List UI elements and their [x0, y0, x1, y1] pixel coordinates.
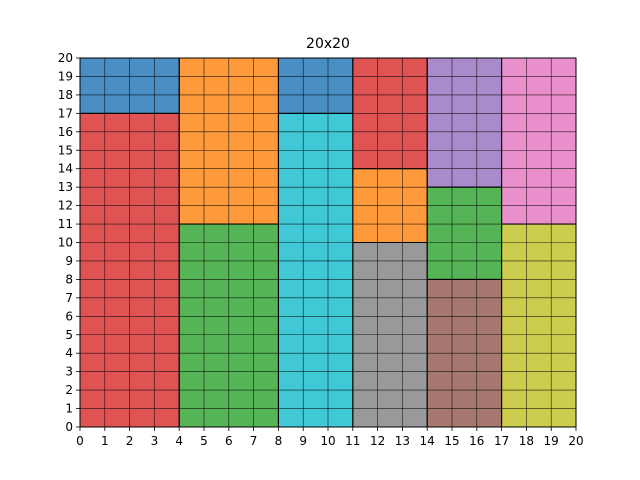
x-tick-label-9: 9 [299, 434, 307, 448]
x-tick-label-6: 6 [225, 434, 233, 448]
y-tick-label-6: 6 [65, 309, 73, 323]
x-tick-label-7: 7 [250, 434, 258, 448]
x-tick-label-10: 10 [320, 434, 335, 448]
chart-title: 20x20 [306, 36, 350, 52]
rectangle-13 [501, 224, 576, 427]
y-tick-label-18: 18 [58, 88, 73, 102]
y-tick-label-0: 0 [65, 420, 73, 434]
x-tick-label-20: 20 [568, 434, 583, 448]
y-tick-label-14: 14 [58, 162, 73, 176]
y-tick-label-4: 4 [65, 346, 73, 360]
rectangle-12 [501, 58, 576, 225]
y-tick-label-1: 1 [65, 402, 73, 416]
rectangle-10 [427, 187, 502, 280]
rectangle-9 [427, 58, 502, 188]
y-tick-label-12: 12 [58, 199, 73, 213]
x-tick-label-15: 15 [444, 434, 459, 448]
y-tick-label-5: 5 [65, 328, 73, 342]
x-tick-label-4: 4 [175, 434, 183, 448]
x-tick-label-16: 16 [469, 434, 484, 448]
y-tick-label-15: 15 [58, 143, 73, 157]
y-tick-label-16: 16 [58, 125, 73, 139]
x-tick-label-19: 19 [544, 434, 559, 448]
x-axis: 0 1 2 3 4 5 6 7 8 9 10 11 12 13 14 15 16 17 18 19 20 [76, 427, 584, 448]
x-tick-label-17: 17 [494, 434, 509, 448]
x-tick-label-2: 2 [126, 434, 134, 448]
x-tick-label-12: 12 [370, 434, 385, 448]
y-tick-label-11: 11 [58, 217, 73, 231]
rectangle-4 [278, 58, 353, 114]
x-tick-label-11: 11 [345, 434, 360, 448]
y-tick-label-9: 9 [65, 254, 73, 268]
rectangle-5 [278, 113, 353, 427]
x-tick-label-5: 5 [200, 434, 208, 448]
x-tick-label-3: 3 [151, 434, 159, 448]
x-tick-label-14: 14 [420, 434, 435, 448]
x-tick-label-1: 1 [101, 434, 109, 448]
y-tick-label-8: 8 [65, 272, 73, 286]
y-tick-label-19: 19 [58, 69, 73, 83]
x-tick-label-0: 0 [76, 434, 84, 448]
y-tick-label-7: 7 [65, 291, 73, 305]
y-tick-label-2: 2 [65, 383, 73, 397]
y-tick-label-3: 3 [65, 365, 73, 379]
x-tick-label-18: 18 [519, 434, 534, 448]
y-tick-label-17: 17 [58, 106, 73, 120]
y-tick-label-13: 13 [58, 180, 73, 194]
x-tick-label-8: 8 [275, 434, 283, 448]
y-tick-label-10: 10 [58, 236, 73, 250]
y-tick-label-20: 20 [58, 51, 73, 65]
x-tick-label-13: 13 [395, 434, 410, 448]
